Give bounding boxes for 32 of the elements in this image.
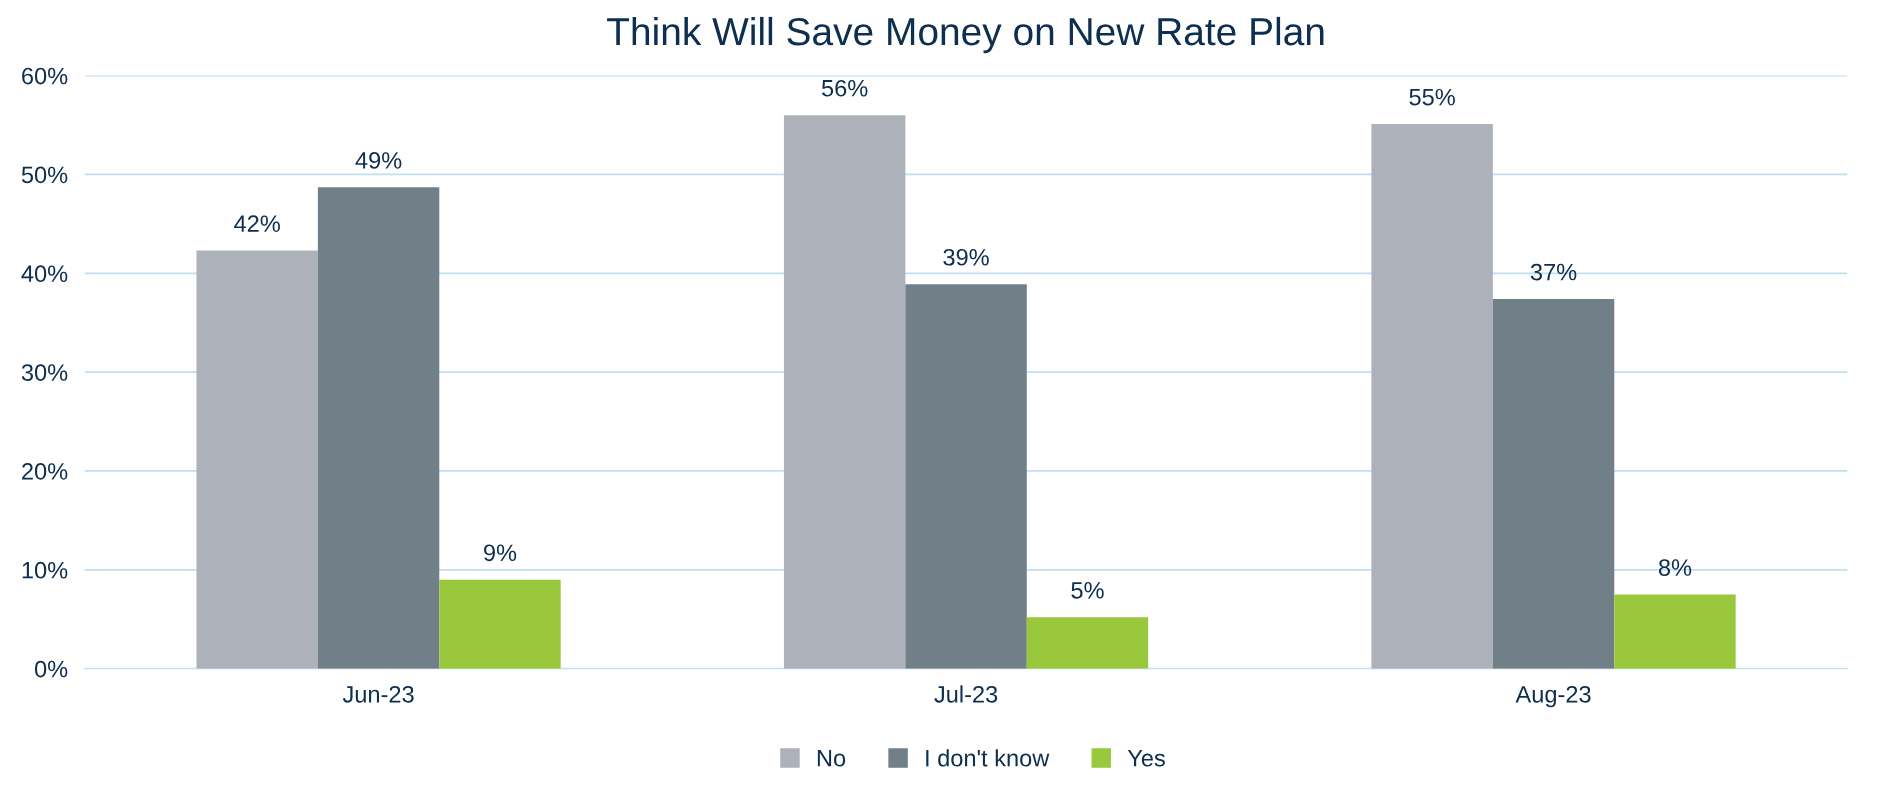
data-label: 37% — [1530, 263, 1577, 281]
data-label: 56% — [821, 79, 868, 97]
x-tick-label: Aug-23 — [1515, 685, 1591, 708]
bar — [439, 579, 561, 669]
bar — [1026, 617, 1149, 669]
y-tick-label: 30% — [21, 364, 68, 381]
bar — [1492, 298, 1615, 669]
data-label: 42% — [234, 215, 280, 232]
data-label: 49% — [355, 152, 402, 169]
y-tick-label: 10% — [22, 561, 68, 579]
legend-label: Yes — [1127, 750, 1165, 767]
x-tick-label: Jul-23 — [934, 685, 998, 703]
x-tick-label: Jun-23 — [342, 685, 414, 703]
bar — [196, 250, 318, 669]
y-tick-label: 50% — [21, 166, 68, 184]
legend-label: No — [817, 750, 846, 767]
bar — [1371, 124, 1493, 669]
data-label: 8% — [1658, 559, 1692, 576]
data-label: 55% — [1409, 88, 1455, 106]
chart-title: Think Will Save Money on New Rate Plan — [607, 16, 1324, 54]
data-label: 9% — [484, 544, 517, 562]
bar — [1614, 594, 1736, 669]
y-tick-label: 60% — [22, 67, 68, 85]
legend-label: I don't know — [926, 749, 1050, 767]
data-label: 39% — [943, 248, 989, 266]
y-tick-label: 0% — [34, 660, 68, 678]
bar — [783, 115, 906, 669]
y-tick-label: 20% — [22, 463, 68, 480]
bar — [317, 187, 440, 669]
bar — [905, 284, 1027, 669]
data-label: 5% — [1071, 582, 1104, 599]
y-tick-label: 40% — [21, 265, 68, 283]
